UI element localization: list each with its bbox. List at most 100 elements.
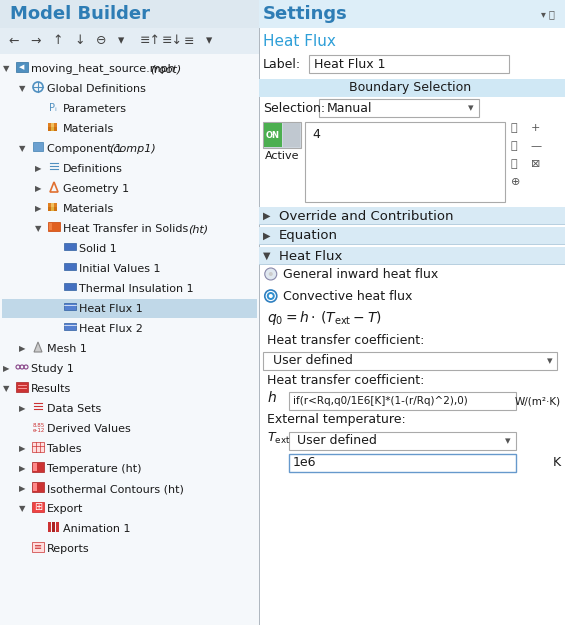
Text: Initial Values 1: Initial Values 1 [79,264,160,274]
Bar [32,502,44,512]
Text: ▼: ▼ [3,384,9,394]
Text: Manual: Manual [327,101,372,114]
Bar [32,542,44,552]
Text: ▶: ▶ [19,444,25,454]
Text: +: + [531,123,540,133]
Bar [259,244,565,245]
Text: ▶: ▶ [19,484,25,494]
Text: Thermal Insulation 1: Thermal Insulation 1 [79,284,194,294]
Text: 4: 4 [313,127,321,141]
Text: ▼: ▼ [19,504,25,514]
Bar [49,223,52,230]
Text: ⊞: ⊞ [34,502,42,512]
Bar [48,222,60,231]
Text: ▶: ▶ [35,204,41,214]
Circle shape [269,272,273,276]
Text: Convective heat flux: Convective heat flux [282,289,412,302]
Bar [258,0,260,625]
Text: ▶: ▶ [19,404,25,414]
Bar [259,224,565,225]
Text: Export: Export [47,504,84,514]
Bar [56,522,59,532]
Bar [2,299,257,318]
Text: ▶: ▶ [19,464,25,474]
Text: Tables: Tables [47,444,81,454]
Text: K: K [553,456,561,469]
Bar [0,0,259,28]
Bar [319,99,479,117]
Text: ▶: ▶ [263,231,270,241]
Text: Study 1: Study 1 [31,364,74,374]
Text: ▼: ▼ [3,64,9,74]
Bar [259,247,565,265]
Text: Boundary Selection: Boundary Selection [349,81,471,94]
Text: Geometry 1: Geometry 1 [63,184,129,194]
Text: —: — [531,141,542,151]
Text: ≡↑: ≡↑ [140,34,161,48]
Text: $h$: $h$ [267,391,277,406]
Text: User defined: User defined [297,434,377,447]
Bar [48,207,51,211]
Bar [32,482,44,492]
Text: Selection:: Selection: [263,101,325,114]
Text: Heat Flux 1: Heat Flux 1 [314,58,385,71]
Bar [259,0,565,28]
Bar [259,0,565,625]
Bar [259,264,565,265]
Bar [0,0,259,625]
Bar [48,522,51,532]
Bar [264,123,282,147]
Text: ▾: ▾ [206,34,212,48]
Bar [33,483,37,491]
Text: User defined: User defined [273,354,353,367]
Text: ▶: ▶ [35,164,41,174]
Bar [51,207,54,211]
Text: Settings: Settings [263,5,347,23]
Text: ▼: ▼ [35,224,41,234]
Text: ▾: ▾ [468,103,474,113]
Text: Override and Contribution: Override and Contribution [279,209,453,222]
Text: ▾: ▾ [547,356,553,366]
Bar [52,522,55,532]
Text: ▼: ▼ [19,144,25,154]
Text: ←: ← [8,34,19,48]
Bar [32,442,44,452]
Text: 📋: 📋 [511,141,518,151]
Bar [64,283,76,290]
Text: Materials: Materials [63,204,114,214]
Text: ≡: ≡ [184,34,194,48]
Text: Active: Active [264,151,299,161]
Bar [64,323,76,330]
Text: Isothermal Contours (ht): Isothermal Contours (ht) [47,484,184,494]
Text: Results: Results [31,384,71,394]
Text: Data Sets: Data Sets [47,404,101,414]
Bar [54,207,57,211]
Text: General inward heat flux: General inward heat flux [282,268,438,281]
Text: Label:: Label: [263,58,301,71]
Text: Pᵢ: Pᵢ [49,103,57,113]
Text: ▾: ▾ [118,34,124,48]
Bar [54,123,57,127]
Text: W/(m²·K): W/(m²·K) [515,396,561,406]
Bar [305,122,505,202]
Text: Reports: Reports [47,544,90,554]
Text: $q_0 = h\cdot\,(T_\mathrm{ext} - T)$: $q_0 = h\cdot\,(T_\mathrm{ext} - T)$ [267,309,381,327]
Text: (comp1): (comp1) [110,144,156,154]
Bar [289,454,516,472]
Text: ▶: ▶ [3,364,9,374]
Bar [51,123,54,127]
Text: Parameters: Parameters [63,104,127,114]
Text: Heat Transfer in Solids: Heat Transfer in Solids [63,224,192,234]
Text: ▼: ▼ [263,251,270,261]
Text: Animation 1: Animation 1 [63,524,131,534]
Text: Model Builder: Model Builder [10,5,150,23]
Bar [48,123,51,127]
Text: External temperature:: External temperature: [267,414,406,426]
Text: ▶: ▶ [19,344,25,354]
Bar [308,55,508,73]
Bar [64,243,76,250]
Text: Component 1: Component 1 [47,144,125,154]
Bar [64,263,76,270]
Bar [48,127,51,131]
Text: ≡: ≡ [34,542,42,552]
